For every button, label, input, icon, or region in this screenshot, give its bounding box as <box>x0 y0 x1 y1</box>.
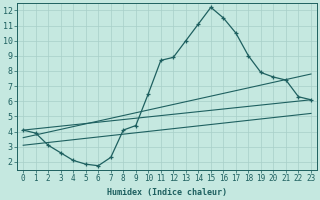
X-axis label: Humidex (Indice chaleur): Humidex (Indice chaleur) <box>107 188 227 197</box>
